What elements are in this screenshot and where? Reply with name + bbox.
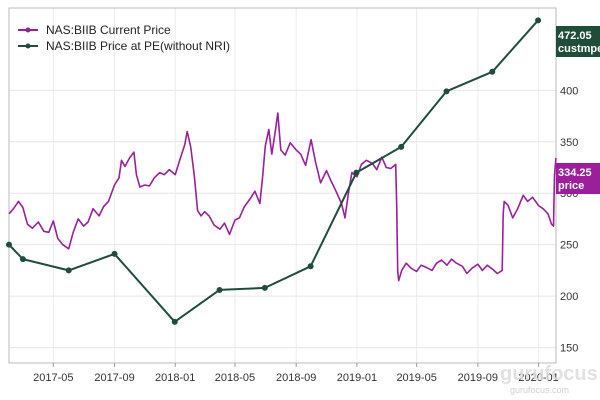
x-tick-label: 2019-09 <box>458 372 498 384</box>
watermark: gurufocus gurufocus.com <box>500 363 598 395</box>
y-tick-label: 200 <box>560 291 578 303</box>
legend-marker-pe-price <box>25 43 31 49</box>
watermark-sub: gurufocus.com <box>510 385 569 395</box>
series-layer <box>6 17 557 325</box>
pe-price-point <box>65 267 72 274</box>
y-tick-label: 400 <box>560 85 578 97</box>
legend: NAS:BIIB Current Price NAS:BIIB Price at… <box>18 23 230 53</box>
end-label-pe: 472.05 custmpe <box>556 26 600 57</box>
grid-lines <box>9 8 556 363</box>
pe-price-point <box>261 284 268 291</box>
watermark-main: gurufocus <box>500 363 598 385</box>
pe-price-point <box>353 169 360 176</box>
end-label-price-value: 334.25 <box>558 167 592 179</box>
x-axis-ticks: 2017-05 2017-09 2018-01 2018-05 2018-09 2019-… <box>33 363 559 384</box>
end-label-price-box <box>556 163 600 194</box>
pe-price-point <box>171 318 178 325</box>
x-tick-label: 2018-05 <box>215 372 255 384</box>
pe-price-point <box>307 263 314 270</box>
x-tick-label: 2018-09 <box>276 372 316 384</box>
end-label-pe-value: 472.05 <box>558 30 592 42</box>
pe-price-point <box>443 88 450 95</box>
pe-price-point <box>216 286 223 293</box>
end-label-price-caption: price <box>558 180 584 192</box>
series-line-pe-price <box>8 19 539 323</box>
y-tick-label: 150 <box>560 343 578 355</box>
x-tick-label: 2018-01 <box>155 372 195 384</box>
series-line-current-price <box>8 112 557 282</box>
pe-price-point <box>6 241 12 248</box>
y-tick-label: 250 <box>560 240 578 252</box>
x-tick-label: 2017-09 <box>94 372 134 384</box>
y-tick-label: 350 <box>560 137 578 149</box>
legend-entry-pe-price[interactable]: NAS:BIIB Price at PE(without NRI) <box>18 39 230 53</box>
end-label-price: 334.25 price <box>556 163 600 194</box>
end-labels: 472.05 custmpe 334.25 price <box>556 26 600 194</box>
end-label-pe-caption: custmpe <box>558 43 600 55</box>
pe-price-point <box>398 143 405 150</box>
pe-price-point <box>489 68 496 75</box>
pe-price-point <box>19 256 26 263</box>
x-tick-label: 2019-01 <box>337 372 377 384</box>
pe-price-point <box>535 17 542 24</box>
plot-frame <box>8 7 557 364</box>
x-tick-label: 2019-05 <box>396 372 436 384</box>
legend-entry-current-price[interactable]: NAS:BIIB Current Price <box>18 23 171 37</box>
legend-label-current-price: NAS:BIIB Current Price <box>46 23 171 37</box>
pe-price-point <box>111 250 118 257</box>
x-tick-label: 2020-01 <box>518 372 558 384</box>
end-label-pe-box <box>556 26 600 57</box>
legend-marker-current-price <box>25 27 31 33</box>
legend-label-pe-price: NAS:BIIB Price at PE(without NRI) <box>46 39 230 53</box>
x-tick-label: 2017-05 <box>33 372 73 384</box>
